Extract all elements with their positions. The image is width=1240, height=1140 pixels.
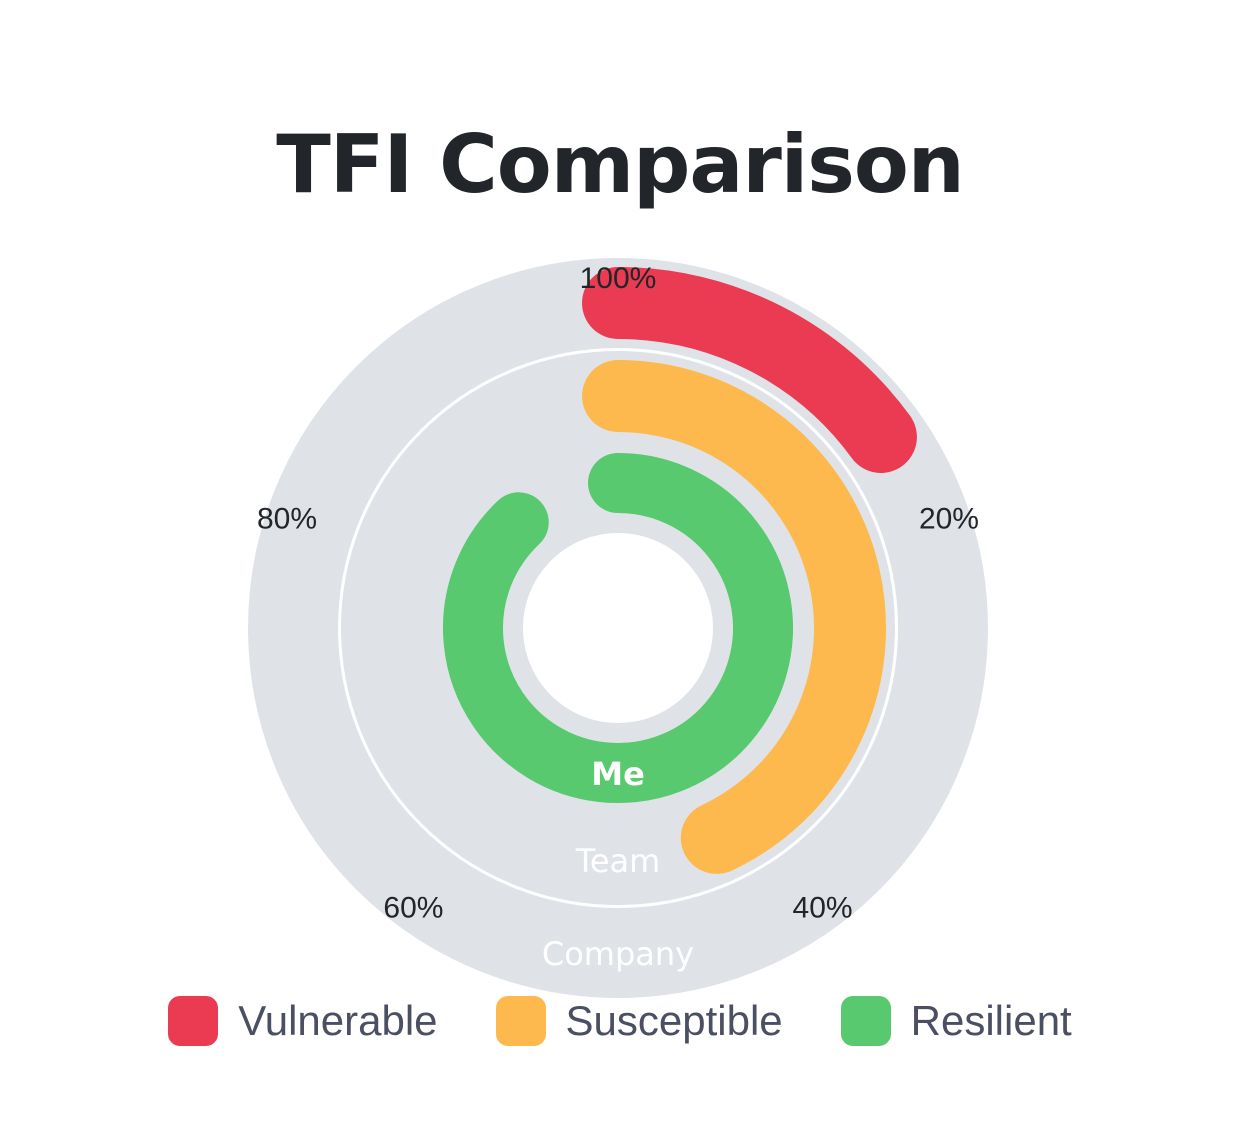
ring-bar-team[interactable] xyxy=(582,360,886,874)
legend-item-vulnerable[interactable]: Vulnerable xyxy=(168,996,438,1046)
legend-label-vulnerable: Vulnerable xyxy=(238,997,438,1044)
ring-label-company: Company xyxy=(542,935,694,973)
legend-label-susceptible: Susceptible xyxy=(565,997,783,1044)
legend-swatch-resilient xyxy=(840,996,891,1046)
legend: Vulnerable Susceptible Resilient xyxy=(0,996,1240,1046)
tick-label-60-: 60% xyxy=(383,891,443,924)
tick-label-100-: 100% xyxy=(580,262,657,295)
legend-swatch-susceptible xyxy=(495,996,546,1046)
ring-labels: Company Team Me xyxy=(542,755,694,973)
ring-label-team: Team xyxy=(575,842,661,880)
ring-label-me: Me xyxy=(591,755,645,793)
angular-tick-labels: 100% 20% 40% 60% 80% xyxy=(257,262,979,925)
legend-label-resilient: Resilient xyxy=(910,997,1072,1044)
legend-item-resilient[interactable]: Resilient xyxy=(840,996,1072,1046)
legend-item-susceptible[interactable]: Susceptible xyxy=(495,996,783,1046)
tick-label-20-: 20% xyxy=(919,502,979,535)
ring-arcs xyxy=(443,267,917,874)
ring-bar-me[interactable] xyxy=(443,453,793,803)
ring-bar-company[interactable] xyxy=(582,267,917,473)
chart-title: TFI Comparison xyxy=(276,118,965,211)
tick-label-40-: 40% xyxy=(793,891,853,924)
tick-label-80-: 80% xyxy=(257,502,317,535)
legend-swatch-vulnerable xyxy=(168,996,219,1046)
